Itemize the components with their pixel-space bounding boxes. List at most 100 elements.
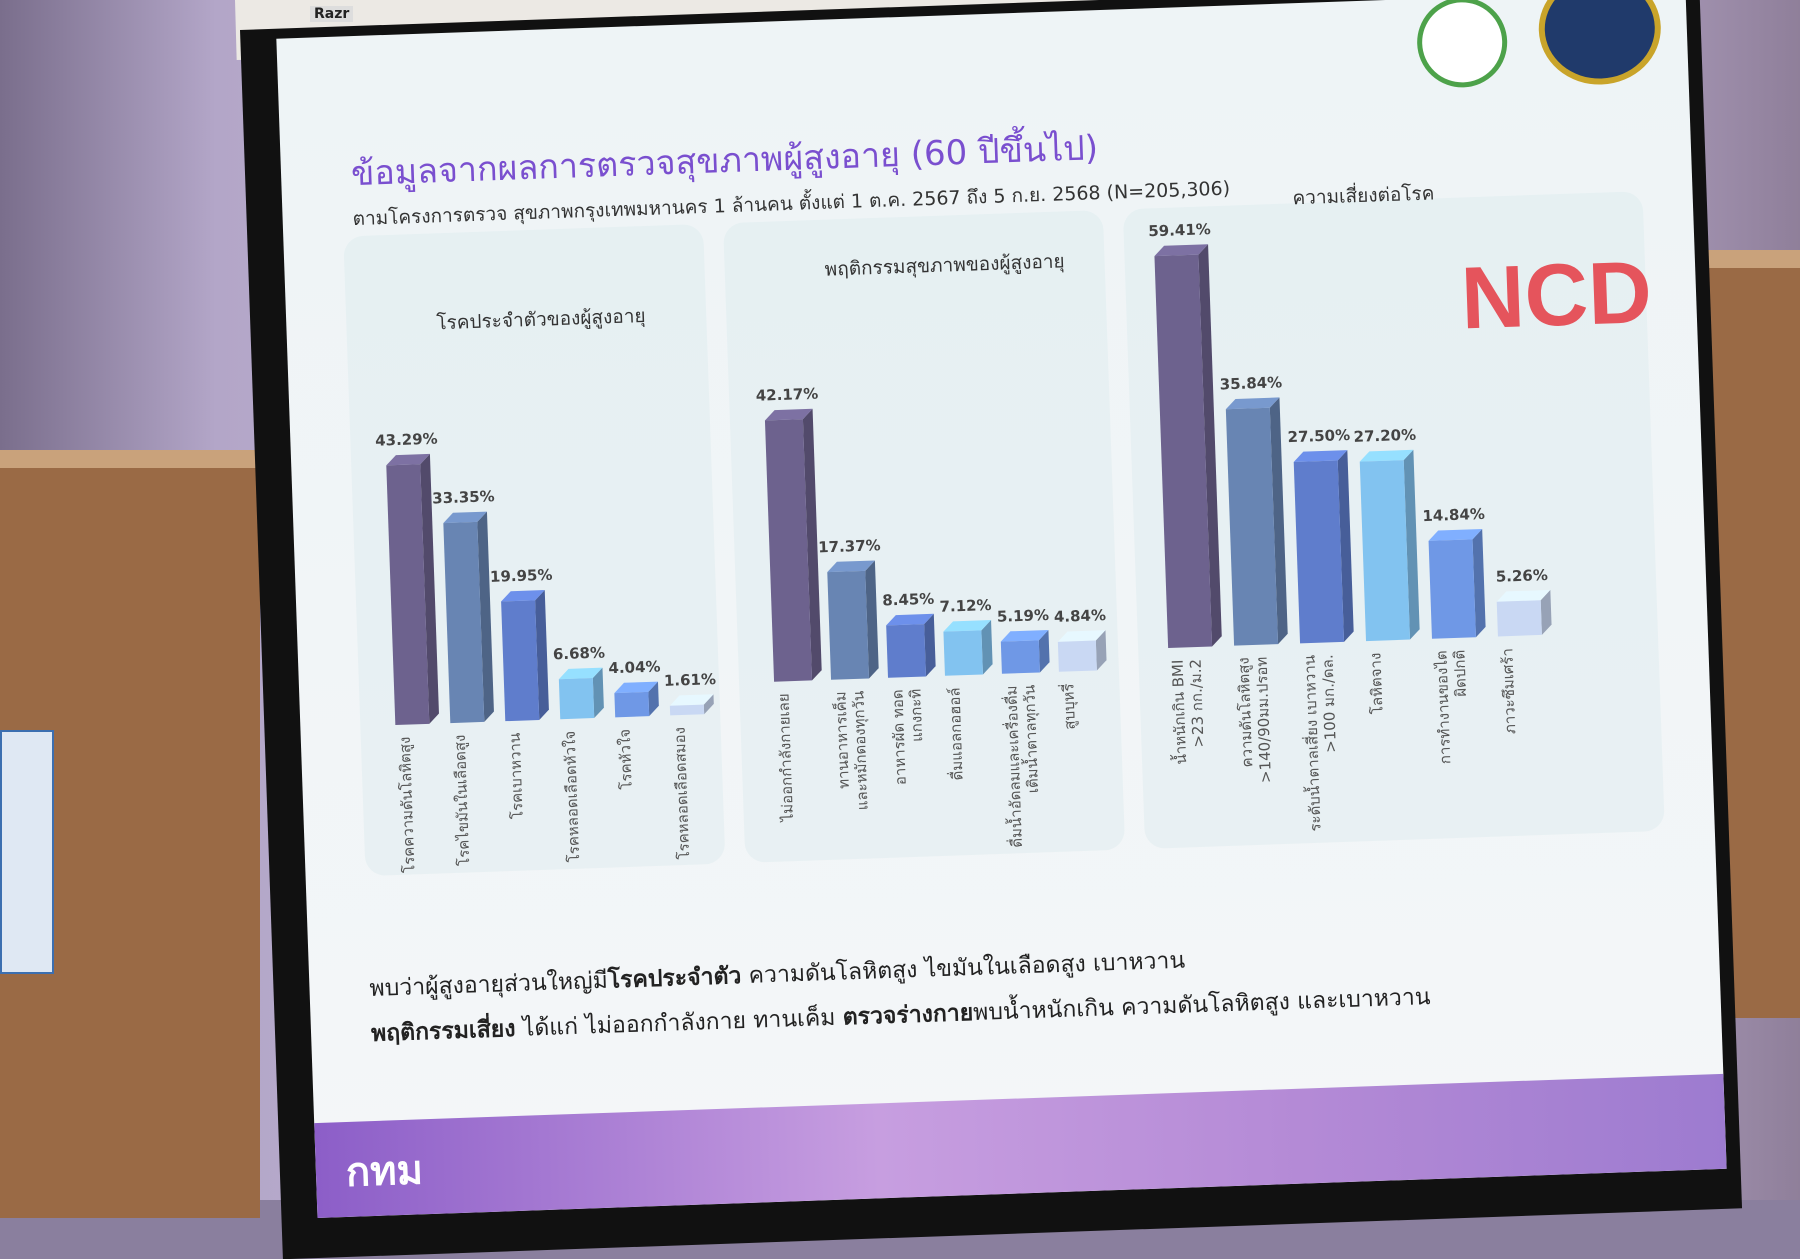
category-label: >23 กก./ม.2 [1187,659,1208,748]
projection-screen: ข้อมูลจากผลการตรวจสุขภาพผู้สูงอายุ (60 ป… [240,0,1743,1259]
data-label: 35.84% [1219,373,1282,393]
data-label: 19.95% [490,566,553,586]
bar-top [1428,529,1483,541]
category-label: โรคความดันโลหิตสูง [396,736,419,873]
bar-side [1403,449,1420,640]
bar-side [592,667,604,719]
bar [1428,539,1476,639]
data-label: 4.84% [1054,606,1107,626]
bar-side [477,511,494,722]
data-label: 8.45% [882,590,935,610]
bar [1225,407,1279,646]
bar-top [501,590,545,602]
bar-side [1198,244,1222,647]
bar-side [420,453,439,724]
category-label: แกงกะทิ [906,689,926,743]
bar-side [1472,529,1486,638]
bar-side [802,408,822,681]
summary-text: ได้แก่ ไม่ออกกำลังกาย ทานเค็ม [515,1004,844,1042]
bar-side [865,560,879,679]
bar [669,704,705,716]
bar-top [1359,449,1414,462]
category-label: โรคหัวใจ [616,729,636,790]
data-label: 17.37% [818,536,881,556]
summary-emphasis: ตรวจร่างกาย [842,1000,974,1031]
bar [827,570,870,680]
category-label: การทำงานของไต [1432,650,1454,764]
category-label: อาหารผัด ทอด [888,689,909,785]
category-label: ไม่ออกกำลังกายเลย [774,693,796,823]
category-label: >140/90มม.ปรอท [1253,656,1275,783]
data-label: 6.68% [553,644,606,664]
data-label: 5.26% [1496,566,1549,586]
category-label: โรคหลอดเลือดหัวใจ [561,731,584,863]
slide: ข้อมูลจากผลการตรวจสุขภาพผู้สูงอายุ (60 ป… [276,0,1727,1219]
bar [386,464,430,726]
category-label: ความดันโลหิตสูง [1235,657,1257,768]
category-label: >100 มก./ดล. [1318,654,1339,753]
bar [1496,600,1542,637]
bar-top [827,560,875,573]
bar-top [614,681,658,694]
bar [943,630,983,676]
data-label: 14.84% [1422,505,1485,525]
bar-side [1337,450,1354,642]
bar [764,419,813,682]
category-label: ทานอาหารเค็ม [830,691,852,789]
data-label: 42.17% [756,385,819,405]
bar [501,600,540,722]
data-label: 4.04% [608,657,661,677]
category-label: ดื่มแอลกอฮอล์ [943,687,966,781]
bar-side [1269,397,1288,645]
bar-top [1293,450,1348,462]
category-label: ภาวะซึมเศร้า [1498,648,1519,735]
bar-top [764,408,813,421]
charts-svg: 43.29% โรคความดันโลหิตสูง 33.35% โรคไขมันใน… [375,220,1552,873]
bar-top [1154,244,1209,257]
bar-top [886,613,934,626]
bar [1057,640,1097,672]
bar [614,691,650,718]
bar-side [703,694,714,715]
data-label: 33.35% [432,487,495,507]
summary-emphasis: โรคประจำตัว [607,963,742,994]
bar-side [1540,589,1552,635]
bar-top [943,620,992,632]
bar-side [924,613,936,677]
category-label: โรคไขมันในเลือดสูง [451,734,474,866]
bar [886,624,926,678]
data-label: 1.61% [664,670,717,690]
bar-side [981,620,993,675]
bar-top [1057,630,1106,642]
bar-side [1038,629,1050,673]
bar-top [1496,589,1551,602]
projector-brand: Razr [310,6,354,22]
bar [1000,640,1040,674]
category-label: โลหิตจาง [1366,652,1386,714]
bar-top [558,667,603,680]
wall-poster [0,730,54,974]
bar-side [535,590,549,720]
bar-side [648,681,659,717]
bar-top [443,511,487,524]
data-label: 59.41% [1148,220,1211,240]
category-label: โรคหลอดเลือดสมอง [671,727,694,860]
data-label: 43.29% [375,430,438,450]
category-label: ผิดปกติ [1450,650,1470,698]
bar [1293,460,1345,644]
data-label: 27.50% [1287,426,1350,446]
summary-emphasis: พฤติกรรมเสี่ยง [370,1016,516,1048]
bar-side [1095,630,1107,671]
category-label: โรคเบาหวาน [506,733,527,820]
category-label: สูบบุหรี่ [1057,683,1080,730]
category-label: น้ำหนักเกิน BMI [1167,659,1191,764]
data-label: 27.20% [1353,426,1416,446]
bar [558,678,595,720]
summary-text: พบว่าผู้สูงอายุส่วนใหญ่มี [369,967,609,1003]
bar-top [386,453,430,466]
data-label: 7.12% [939,596,992,616]
bar-top [669,694,714,706]
category-label: และหมักดองทุกวัน [849,690,872,810]
bar [443,521,485,724]
bma-logo: กทม [345,1147,424,1196]
